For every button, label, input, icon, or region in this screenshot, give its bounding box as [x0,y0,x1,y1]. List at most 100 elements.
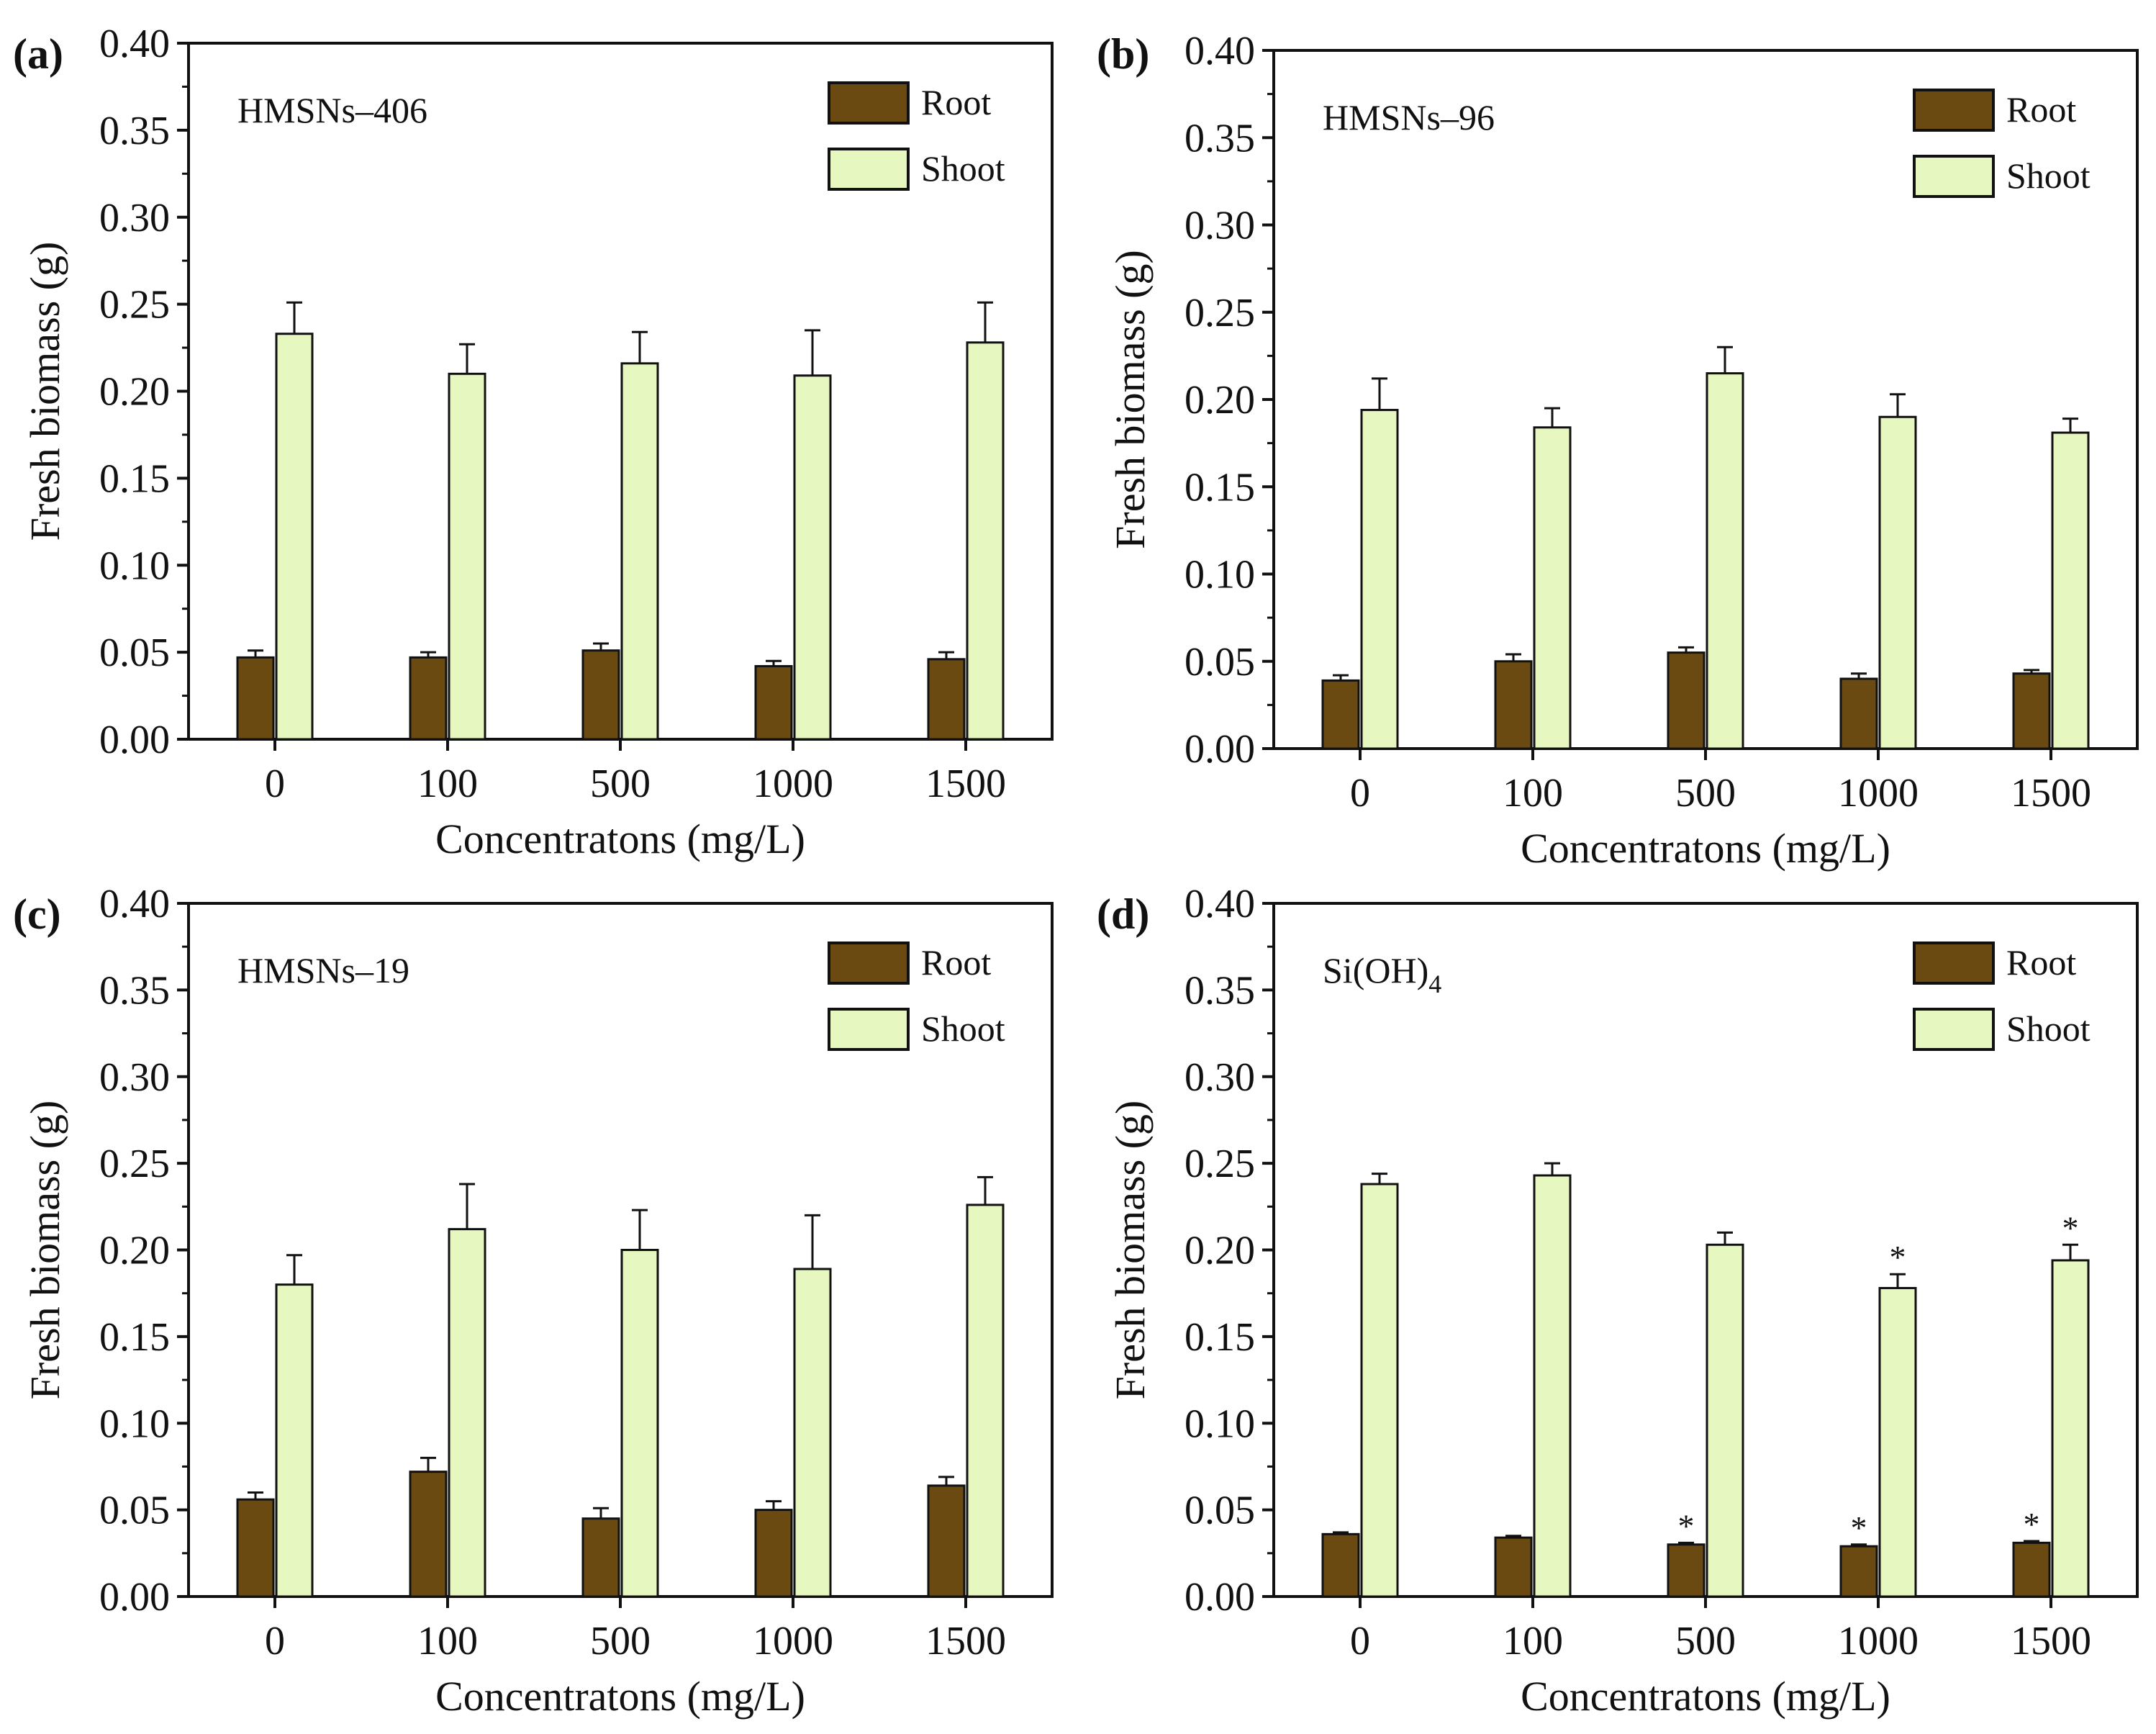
chart-panel-d: (d) 0.00 0.05 0.10 0.15 0.20 0.25 0.30 0.35 0.40 F… [1097,882,2139,1720]
y-axis-label: Fresh biomass (g) [1107,250,1154,549]
legend-label-shoot: Shoot [2006,1008,2091,1049]
legend-swatch-shoot [1913,155,1995,198]
root-bar [1321,679,1360,750]
x-tick-label: 500 [1675,771,1736,816]
root-bar [581,1517,620,1598]
root-bar [754,664,793,741]
x-tick-label: 0 [1350,771,1370,816]
root-bar [409,656,448,741]
y-tick-label: 0.00 [99,1575,170,1620]
legend-label-root: Root [921,82,991,122]
x-axis-label: Concentratons (mg/L) [435,1673,805,1720]
y-tick-label: 0.15 [1185,465,1255,510]
x-tick-label: 1000 [1838,771,1919,816]
legend-label-root: Root [2006,942,2076,983]
sample-label: HMSNs–19 [237,950,409,990]
y-tick-label: 0.25 [99,1142,170,1186]
shoot-bar [793,1268,832,1598]
legend-swatch-root [1913,89,1995,132]
x-tick-label: 0 [265,762,285,806]
y-tick-label: 0.05 [1185,640,1255,685]
shoot-bar [2051,431,2090,750]
legend-swatch-shoot [828,1008,910,1051]
shoot-bar [1533,426,1572,750]
x-tick-label: 500 [1675,1619,1736,1663]
x-axis-label: Concentratons (mg/L) [1521,825,1890,872]
shoot-bar [448,372,486,741]
y-tick-label: 0.35 [1185,968,1255,1013]
shoot-bar [1706,372,1744,750]
x-tick-label: 100 [1503,771,1563,816]
y-tick-label: 0.25 [1185,1142,1255,1186]
legend-swatch-shoot [1913,1008,1995,1051]
y-tick-label: 0.10 [99,543,170,588]
significance-mark: * [2062,1209,2079,1246]
panel-letter: (a) [13,30,63,78]
x-tick-label: 100 [1503,1619,1563,1663]
root-bar [1839,677,1878,750]
root-bar [1494,660,1533,750]
root-bar [2012,1541,2051,1598]
shoot-bar [275,333,314,741]
x-tick-label: 1000 [753,762,833,806]
y-tick-label: 0.20 [99,370,170,415]
y-tick-label: 0.40 [99,882,170,926]
panel-letter: (d) [1097,890,1149,938]
y-tick-label: 0.05 [99,631,170,675]
legend-label-root: Root [921,942,991,983]
y-tick-label: 0.15 [99,456,170,501]
y-tick-label: 0.30 [99,1055,170,1100]
x-tick-label: 1500 [925,1619,1006,1663]
sample-label: Si(OH)4 [1323,950,1441,998]
shoot-bar [1533,1174,1572,1598]
y-tick-label: 0.25 [1185,291,1255,335]
legend-label-shoot: Shoot [2006,155,2091,196]
shoot-bar [1706,1243,1744,1598]
y-tick-label: 0.10 [1185,553,1255,597]
root-bar [236,656,275,741]
y-tick-label: 0.10 [99,1401,170,1446]
y-tick-label: 0.30 [1185,1055,1255,1100]
shoot-bar [966,1204,1005,1598]
x-tick-label: 1500 [925,762,1006,806]
y-tick-label: 0.20 [1185,1229,1255,1273]
x-tick-label: 100 [417,762,478,806]
shoot-bar [275,1283,314,1598]
shoot-bar [620,362,659,741]
y-tick-label: 0.40 [99,22,170,66]
x-tick-label: 0 [265,1619,285,1663]
chart-panel-a: (a) 0.00 0.05 0.10 0.15 0.20 0.25 0.30 0.35 0.40 F… [13,22,1054,862]
shoot-bar [1878,415,1917,750]
root-bar [1839,1545,1878,1598]
legend-swatch-root [828,941,910,985]
y-tick-label: 0.00 [99,718,170,762]
root-bar [1494,1536,1533,1598]
legend-swatch-root [1913,941,1995,985]
shoot-bar [1360,409,1399,750]
significance-mark: * [1890,1239,1906,1275]
significance-mark: * [1851,1509,1867,1546]
y-tick-label: 0.05 [99,1489,170,1533]
x-tick-label: 1000 [753,1619,833,1663]
y-axis-label: Fresh biomass (g) [1107,1101,1154,1400]
legend-swatch-shoot [828,148,910,191]
y-tick-label: 0.20 [1185,378,1255,423]
y-tick-label: 0.00 [1185,727,1255,772]
y-tick-label: 0.20 [99,1229,170,1273]
root-bar [927,658,966,741]
legend-label-root: Root [2006,89,2076,130]
legend-swatch-root [828,81,910,125]
y-axis-label: Fresh biomass (g) [22,242,68,541]
root-bar [1667,651,1706,750]
root-bar [1321,1532,1360,1598]
shoot-bar [1360,1183,1399,1598]
x-tick-label: 500 [590,762,651,806]
panel-letter: (c) [13,890,61,938]
y-tick-label: 0.10 [1185,1401,1255,1446]
chart-panel-c: (c) 0.00 0.05 0.10 0.15 0.20 0.25 0.30 0.35 0.40 F… [13,882,1054,1720]
root-bar [754,1509,793,1598]
x-tick-label: 1500 [2011,1619,2091,1663]
y-tick-label: 0.30 [1185,204,1255,248]
y-tick-label: 0.40 [1185,882,1255,926]
